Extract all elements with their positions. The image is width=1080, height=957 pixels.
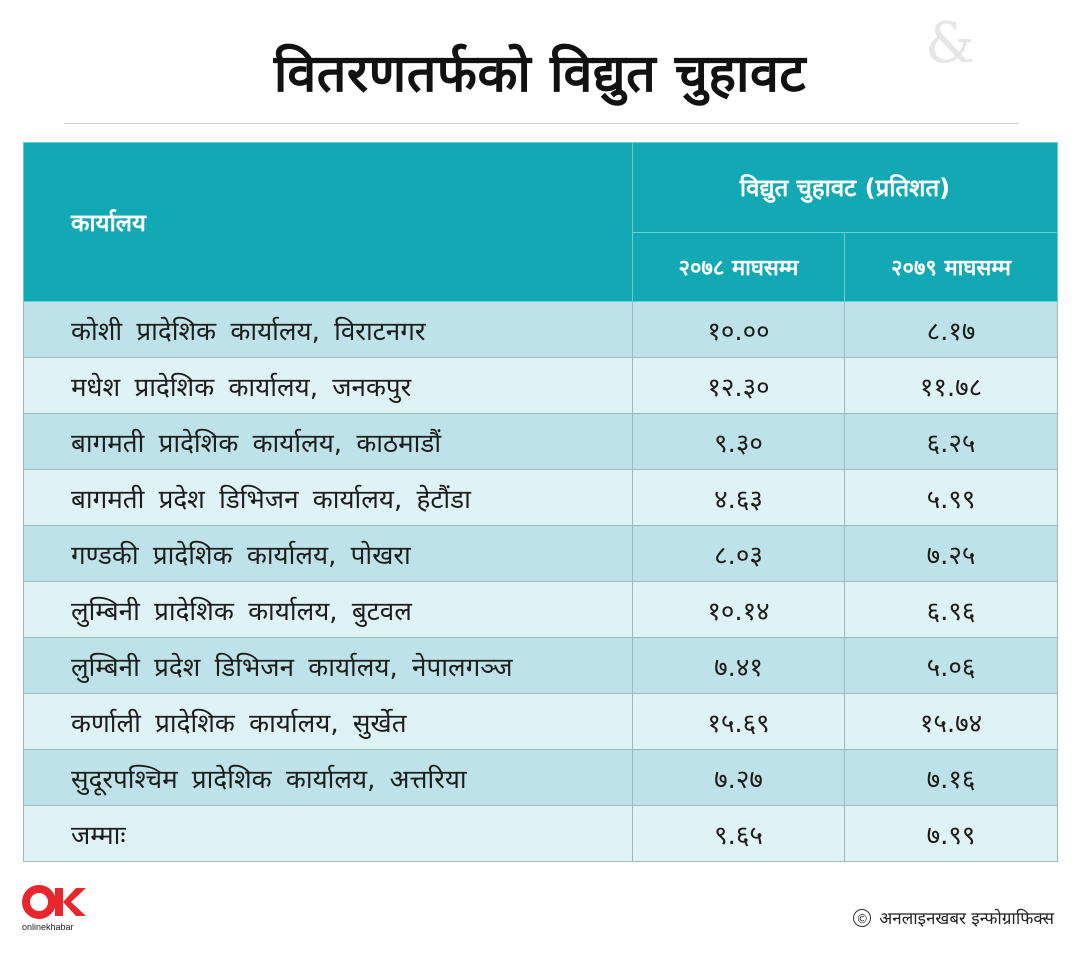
- leakage-2079: ६.९६: [843, 581, 1059, 638]
- copyright-icon: ©: [853, 908, 872, 927]
- table-row: मधेश प्रादेशिक कार्यालय, जनकपुर १२.३० ११…: [23, 357, 1059, 414]
- leakage-table: कार्यालय विद्युत चुहावट (प्रतिशत) २०७८ म…: [23, 142, 1059, 862]
- leakage-2079: ११.७८: [843, 357, 1059, 414]
- office-name: कर्णाली प्रादेशिक कार्यालय, सुर्खेत: [23, 693, 633, 750]
- leakage-2079: ६.२५: [843, 413, 1059, 470]
- leakage-2079: ५.०६: [843, 637, 1059, 694]
- ampersand-watermark-icon: &: [925, 14, 975, 74]
- office-name: लुम्बिनी प्रादेशिक कार्यालय, बुटवल: [23, 581, 633, 638]
- leakage-2078: ७.२७: [632, 749, 845, 806]
- office-name: गण्डकी प्रादेशिक कार्यालय, पोखरा: [23, 525, 633, 582]
- leakage-2079: ५.९९: [843, 469, 1059, 526]
- leakage-2078: ८.०३: [632, 525, 845, 582]
- table-row: कर्णाली प्रादेशिक कार्यालय, सुर्खेत १५.६…: [23, 693, 1059, 750]
- credit-line: © अनलाइनखबर इन्फोग्राफिक्स: [853, 906, 1054, 929]
- total-label: जम्माः: [23, 805, 633, 862]
- table-row: लुम्बिनी प्रादेशिक कार्यालय, बुटवल १०.१४…: [23, 581, 1059, 638]
- year-2079-header: २०७९ माघसम्म: [843, 232, 1059, 302]
- table-row: लुम्बिनी प्रदेश डिभिजन कार्यालय, नेपालगञ…: [23, 637, 1059, 694]
- office-name: कोशी प्रादेशिक कार्यालय, विराटनगर: [23, 301, 633, 358]
- leakage-2078: ४.६३: [632, 469, 845, 526]
- credit-text: अनलाइनखबर इन्फोग्राफिक्स: [879, 909, 1054, 929]
- leakage-2078: ७.४१: [632, 637, 845, 694]
- leakage-2079: ७.१६: [843, 749, 1059, 806]
- leakage-2079: ७.२५: [843, 525, 1059, 582]
- leakage-2078: ९.३०: [632, 413, 845, 470]
- onlinekhabar-logo-icon: [22, 885, 86, 919]
- title-divider: [64, 123, 1019, 124]
- leakage-group-header: विद्युत चुहावट (प्रतिशत): [631, 142, 1059, 233]
- total-row: जम्माः ९.६५ ७.९९: [23, 805, 1059, 862]
- year-2078-header: २०७८ माघसम्म: [632, 232, 845, 302]
- table-row: कोशी प्रादेशिक कार्यालय, विराटनगर १०.०० …: [23, 301, 1059, 358]
- leakage-2079: ८.१७: [843, 301, 1059, 358]
- leakage-2079: १५.७४: [843, 693, 1059, 750]
- office-name: बागमती प्रादेशिक कार्यालय, काठमाडौं: [23, 413, 633, 470]
- table-row: बागमती प्रादेशिक कार्यालय, काठमाडौं ९.३०…: [23, 413, 1059, 470]
- leakage-2078: १०.००: [632, 301, 845, 358]
- svg-text:&: &: [925, 14, 975, 74]
- office-name: मधेश प्रादेशिक कार्यालय, जनकपुर: [23, 357, 633, 414]
- total-2079: ७.९९: [843, 805, 1059, 862]
- table-row: सुदूरपश्चिम प्रादेशिक कार्यालय, अत्तरिया…: [23, 749, 1059, 806]
- office-name: बागमती प्रदेश डिभिजन कार्यालय, हेटौंडा: [23, 469, 633, 526]
- page-title: वितरणतर्फको विद्युत चुहावट: [273, 44, 807, 104]
- leakage-2078: १५.६९: [632, 693, 845, 750]
- table-row: बागमती प्रदेश डिभिजन कार्यालय, हेटौंडा ४…: [23, 469, 1059, 526]
- office-name: सुदूरपश्चिम प्रादेशिक कार्यालय, अत्तरिया: [23, 749, 633, 806]
- table-row: गण्डकी प्रादेशिक कार्यालय, पोखरा ८.०३ ७.…: [23, 525, 1059, 582]
- office-column-header: कार्यालय: [23, 142, 633, 302]
- logo-wordmark: onlinekhabar: [22, 922, 74, 932]
- leakage-2078: १०.१४: [632, 581, 845, 638]
- leakage-2078: १२.३०: [632, 357, 845, 414]
- total-2078: ९.६५: [632, 805, 845, 862]
- office-name: लुम्बिनी प्रदेश डिभिजन कार्यालय, नेपालगञ…: [23, 637, 633, 694]
